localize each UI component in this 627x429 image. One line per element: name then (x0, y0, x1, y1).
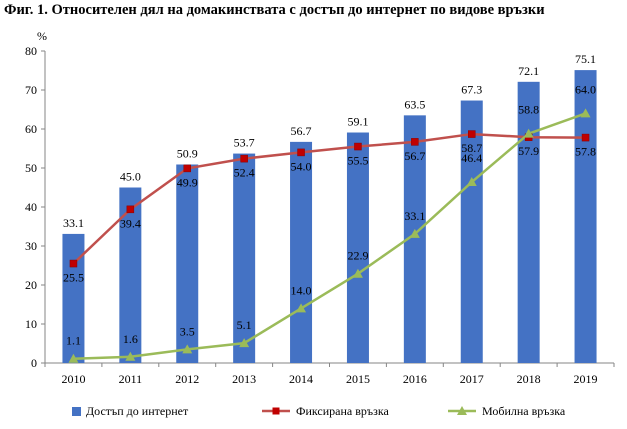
y-tick-label: 40 (25, 200, 37, 214)
x-tick-label: 2014 (289, 372, 313, 386)
marker-fixed-connection (354, 142, 362, 151)
marker-mobile-connection (125, 351, 136, 361)
marker-mobile-connection (296, 303, 307, 313)
y-axis-unit-label: % (37, 29, 47, 43)
data-label-mobile-connection: 64.0 (575, 82, 596, 96)
legend-swatch-internet-access (72, 407, 81, 416)
bar-internet-access (176, 164, 199, 363)
y-tick-label: 10 (25, 317, 37, 331)
data-label-mobile-connection: 3.5 (180, 324, 195, 338)
marker-fixed-connection (468, 130, 476, 138)
line-mobile-connection (73, 112, 586, 360)
marker-mobile-connection (580, 108, 591, 118)
marker-mobile-connection (466, 177, 477, 187)
y-tick-label: 60 (25, 122, 37, 136)
x-tick-label: 2010 (61, 372, 85, 386)
data-label-fixed-connection: 25.5 (63, 271, 84, 285)
data-label-fixed-connection: 49.9 (177, 175, 198, 189)
data-label-mobile-connection: 1.1 (66, 334, 81, 348)
data-label-internet-access: 75.1 (575, 52, 596, 66)
data-label-internet-access: 33.1 (63, 216, 84, 230)
data-label-fixed-connection: 54.0 (291, 159, 312, 173)
data-label-internet-access: 67.3 (461, 83, 482, 97)
data-label-fixed-connection: 55.5 (347, 154, 368, 168)
x-tick-label: 2012 (175, 372, 199, 386)
y-tick-label: 20 (25, 278, 37, 292)
data-label-internet-access: 59.1 (347, 115, 368, 129)
data-label-fixed-connection: 56.7 (404, 149, 425, 163)
data-label-fixed-connection: 57.9 (518, 144, 539, 158)
bar-internet-access (290, 141, 313, 363)
marker-mobile-connection (182, 344, 193, 354)
y-tick-label: 70 (25, 83, 37, 97)
legend-label-mobile-connection: Мобилна връзка (482, 404, 566, 418)
bar-internet-access (517, 81, 540, 363)
x-tick-label: 2019 (574, 372, 598, 386)
bar-internet-access (119, 187, 142, 363)
legend-label-fixed-connection: Фиксирана връзка (296, 404, 390, 418)
bar-internet-access (403, 115, 426, 363)
line-fixed-connection (72, 132, 586, 265)
x-tick-label: 2015 (346, 372, 370, 386)
data-label-fixed-connection: 52.4 (234, 166, 255, 180)
data-label-mobile-connection: 14.0 (291, 283, 312, 297)
legend-marker-fixed-connection (272, 407, 280, 415)
y-tick-label: 30 (25, 239, 37, 253)
data-label-internet-access: 72.1 (518, 64, 539, 78)
data-label-fixed-connection: 39.4 (120, 216, 141, 230)
marker-mobile-connection (68, 353, 79, 363)
chart-title: Фиг. 1. Относителен дял на домакинствата… (4, 2, 545, 18)
x-tick-label: 2013 (232, 372, 256, 386)
legend-marker-mobile-connection (457, 406, 467, 415)
data-label-mobile-connection: 1.6 (123, 332, 138, 346)
marker-mobile-connection (352, 268, 363, 278)
bar-internet-access (460, 100, 483, 363)
x-tick-label: 2016 (403, 372, 427, 386)
data-label-fixed-connection: 58.7 (461, 141, 482, 155)
marker-fixed-connection (411, 138, 419, 146)
data-label-mobile-connection: 5.1 (237, 318, 252, 332)
data-label-fixed-connection: 57.8 (575, 145, 596, 159)
data-label-internet-access: 63.5 (404, 97, 425, 111)
marker-mobile-connection (409, 228, 420, 238)
data-label-mobile-connection: 22.9 (347, 249, 368, 263)
data-label-mobile-connection: 58.8 (518, 103, 539, 117)
marker-fixed-connection (69, 259, 78, 268)
x-tick-label: 2018 (517, 372, 541, 386)
bar-internet-access (346, 132, 369, 363)
marker-fixed-connection (126, 205, 135, 214)
bar-internet-access (574, 70, 597, 364)
y-tick-label: 50 (25, 161, 37, 175)
bar-internet-access (233, 153, 256, 363)
marker-mobile-connection (239, 338, 250, 348)
bar-internet-access (62, 233, 85, 363)
marker-fixed-connection (297, 148, 305, 157)
x-tick-label: 2017 (460, 372, 484, 386)
data-label-internet-access: 56.7 (291, 124, 312, 138)
data-label-internet-access: 50.9 (177, 146, 198, 160)
data-label-internet-access: 45.0 (120, 170, 141, 184)
legend-label-internet-access: Достъп до интернет (86, 404, 189, 418)
marker-fixed-connection (581, 133, 590, 142)
x-tick-label: 2011 (119, 372, 143, 386)
y-tick-label: 0 (31, 356, 37, 370)
marker-mobile-connection (523, 128, 534, 138)
data-label-mobile-connection: 33.1 (404, 209, 425, 223)
marker-fixed-connection (183, 164, 191, 173)
data-label-mobile-connection: 46.4 (461, 151, 482, 165)
marker-fixed-connection (240, 154, 248, 163)
y-tick-label: 80 (25, 44, 37, 58)
data-label-internet-access: 53.7 (234, 136, 255, 150)
